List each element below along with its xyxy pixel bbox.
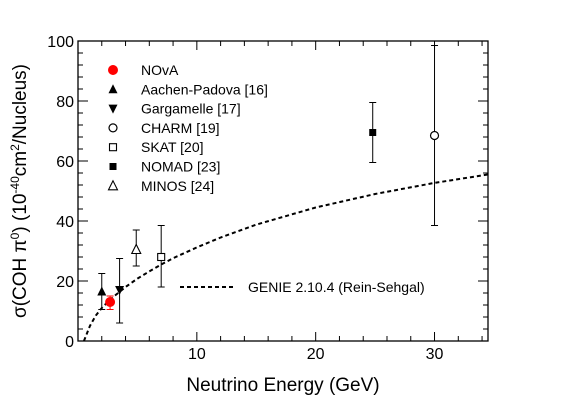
legend: NOvA Aachen-Padova [16] Gargamelle [17] CHA…: [107, 62, 425, 295]
axis-ticks: 10 20 30 0 20 40 60 80 100: [47, 34, 488, 363]
x-tick-label: 30: [426, 346, 444, 363]
y-tick-label: 80: [56, 94, 74, 111]
data-point-marker: [157, 252, 166, 262]
legend-marker: [108, 104, 118, 114]
data-points-layer: [97, 45, 440, 324]
legend-label: SKAT [20]: [141, 139, 204, 155]
data-point-marker: [369, 129, 377, 136]
model-curve-layer: [83, 173, 489, 342]
y-tick-label: 40: [56, 214, 74, 231]
plot-frame: [77, 40, 489, 342]
legend-label: NOvA: [141, 62, 179, 78]
x-axis-title: Neutrino Energy (GeV): [186, 375, 379, 396]
x-tick-label: 10: [188, 346, 206, 363]
x-tick-label: 20: [307, 346, 325, 363]
legend-marker: [107, 179, 119, 191]
y-tick-label: 60: [56, 154, 74, 171]
y-axis-title: σ(COH π0) (10-40cm2/Nucleus): [8, 64, 31, 318]
legend-label: Aachen-Padova [16]: [141, 81, 268, 97]
data-point-marker: [97, 286, 107, 296]
legend-marker: [108, 123, 118, 133]
data-point-marker: [429, 130, 440, 141]
y-tick-label: 100: [47, 34, 74, 51]
legend-curve-label: GENIE 2.10.4 (Rein-Sehgal): [248, 279, 425, 295]
genie-model-curve: [83, 173, 489, 342]
data-point-marker: [130, 243, 142, 255]
data-point-marker: [105, 297, 116, 307]
legend-label: Gargamelle [17]: [141, 101, 241, 117]
legend-label: CHARM [19]: [141, 120, 220, 136]
legend-label: NOMAD [23]: [141, 159, 220, 175]
y-tick-label: 0: [65, 334, 74, 351]
legend-marker: [108, 143, 118, 152]
legend-marker: [108, 65, 118, 75]
legend-marker: [108, 84, 118, 94]
legend-marker: [109, 163, 117, 170]
y-tick-label: 20: [56, 274, 74, 291]
legend-label: MINOS [24]: [141, 178, 214, 194]
data-point-marker: [115, 286, 125, 295]
